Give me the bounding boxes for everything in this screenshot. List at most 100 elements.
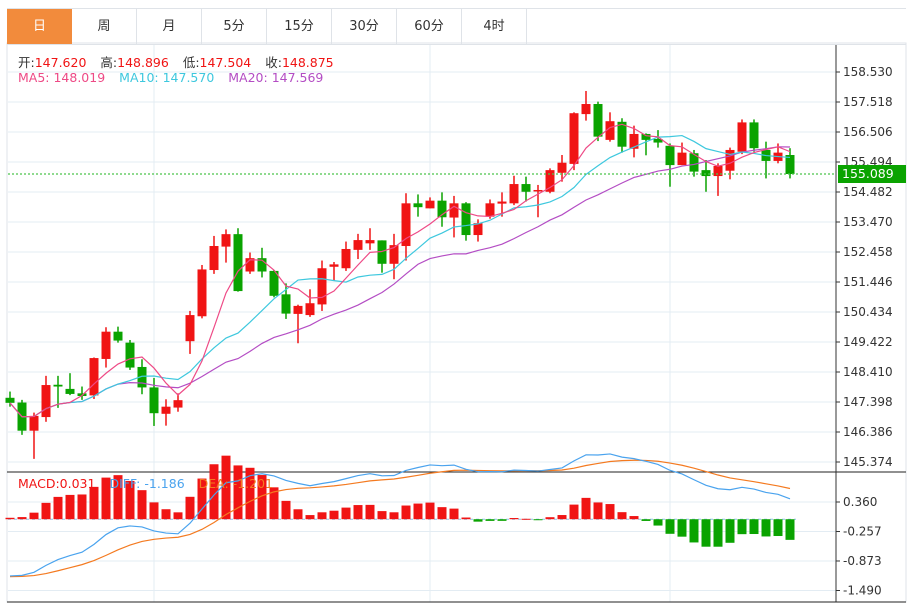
macd-histogram-bar: [617, 512, 627, 520]
macd-histogram-bar: [677, 519, 687, 537]
candle-down: [233, 234, 243, 292]
macd-histogram-bar: [773, 519, 783, 537]
macd-histogram-bar: [425, 502, 435, 520]
macd-histogram-bar: [29, 512, 39, 520]
macd-histogram-bar: [665, 519, 675, 534]
candle-up: [41, 385, 51, 418]
close-value: 148.875: [281, 55, 334, 70]
macd-histogram-bar: [497, 519, 507, 521]
ma20-value: MA20: 147.569: [228, 70, 324, 85]
tab-60min[interactable]: 60分: [397, 9, 462, 44]
price-axis-label: 152.458: [843, 245, 893, 259]
tab-4hour[interactable]: 4时: [462, 9, 527, 44]
candle-down: [65, 388, 75, 394]
candle-down: [257, 258, 267, 272]
macd-histogram-bar: [509, 518, 519, 520]
open-label: 开:: [18, 55, 35, 70]
high-value: 148.896: [117, 55, 169, 70]
tab-5min[interactable]: 5分: [202, 9, 267, 44]
tab-15min[interactable]: 15分: [267, 9, 332, 44]
macd-histogram-bar: [461, 517, 471, 520]
candle-up: [329, 264, 339, 267]
macd-histogram-bar: [689, 519, 699, 543]
high-label: 高:: [100, 55, 118, 70]
macd-histogram-bar: [761, 519, 771, 537]
candle-down: [749, 122, 759, 149]
candle-down: [437, 200, 447, 218]
candle-up: [533, 189, 543, 192]
ma5-value: MA5: 148.019: [18, 70, 106, 85]
candle-up: [365, 240, 375, 244]
price-axis-label: 149.422: [843, 335, 893, 349]
macd-histogram-bar: [77, 494, 87, 520]
macd-histogram-bar: [257, 475, 267, 520]
macd-histogram-bar: [89, 486, 99, 520]
low-value: 147.504: [199, 55, 252, 70]
macd-histogram-bar: [149, 502, 159, 520]
macd-histogram-bar: [245, 467, 255, 520]
macd-histogram-bar: [653, 519, 663, 526]
candle-up: [389, 245, 399, 264]
macd-histogram-bar: [749, 519, 759, 535]
candle-down: [641, 133, 651, 140]
candle-down: [653, 138, 663, 143]
macd-histogram-bar: [41, 502, 51, 520]
candle-up: [293, 305, 303, 314]
candle-down: [413, 203, 423, 208]
price-axis-label: 154.482: [843, 185, 893, 199]
candle-up: [29, 415, 39, 431]
macd-histogram-bar: [185, 496, 195, 520]
price-axis-label: 151.446: [843, 275, 893, 289]
tab-month[interactable]: 月: [137, 9, 202, 44]
macd-histogram-bar: [401, 505, 411, 520]
diff-line: [9, 453, 791, 577]
macd-axis-label: 0.360: [843, 495, 877, 509]
ma10-line: [9, 134, 791, 418]
macd-histogram-bar: [341, 507, 351, 520]
macd-histogram-bar: [521, 518, 531, 520]
tab-30min[interactable]: 30分: [332, 9, 397, 44]
ma5-line: [9, 123, 791, 418]
macd-histogram-bar: [437, 507, 447, 520]
macd-histogram-bar: [581, 497, 591, 520]
macd-histogram-bar: [305, 515, 315, 520]
open-value: 147.620: [34, 55, 87, 70]
candle-down: [125, 342, 135, 368]
macd-histogram-bar: [389, 512, 399, 520]
macd-readout: MACD:0.031 DIFF: -1.186 DEA: -1.201: [18, 476, 283, 491]
candle-down: [521, 184, 531, 192]
macd-histogram-bar: [221, 455, 231, 520]
candle-down: [5, 397, 15, 403]
candle-up: [245, 258, 255, 272]
macd-histogram-bar: [629, 516, 639, 520]
candle-down: [593, 104, 603, 137]
candle-up: [497, 201, 507, 204]
macd-histogram-bar: [377, 511, 387, 520]
candle-down: [281, 294, 291, 314]
macd-axis-label: -0.873: [843, 554, 882, 568]
candle-up: [629, 133, 639, 149]
tab-day[interactable]: 日: [7, 9, 72, 44]
candle-up: [473, 223, 483, 236]
candle-up: [101, 331, 111, 359]
macd-histogram-bar: [17, 517, 27, 520]
price-axis-label: 157.518: [843, 95, 893, 109]
candle-up: [449, 203, 459, 218]
tab-week[interactable]: 周: [72, 9, 137, 44]
macd-histogram-bar: [233, 465, 243, 520]
candle-up: [737, 122, 747, 152]
candle-up: [509, 184, 519, 204]
macd-histogram-bar: [53, 496, 63, 520]
candle-up: [401, 203, 411, 247]
macd-histogram-bar: [605, 504, 615, 520]
candle-down: [461, 203, 471, 236]
candle-up: [713, 165, 723, 177]
macd-histogram-bar: [533, 519, 543, 521]
macd-histogram-bar: [725, 519, 735, 543]
candle-up: [89, 358, 99, 396]
dea-line: [9, 459, 791, 578]
dea-value: DEA: -1.201: [198, 476, 273, 491]
candle-up: [485, 203, 495, 217]
macd-histogram-bar: [485, 519, 495, 521]
